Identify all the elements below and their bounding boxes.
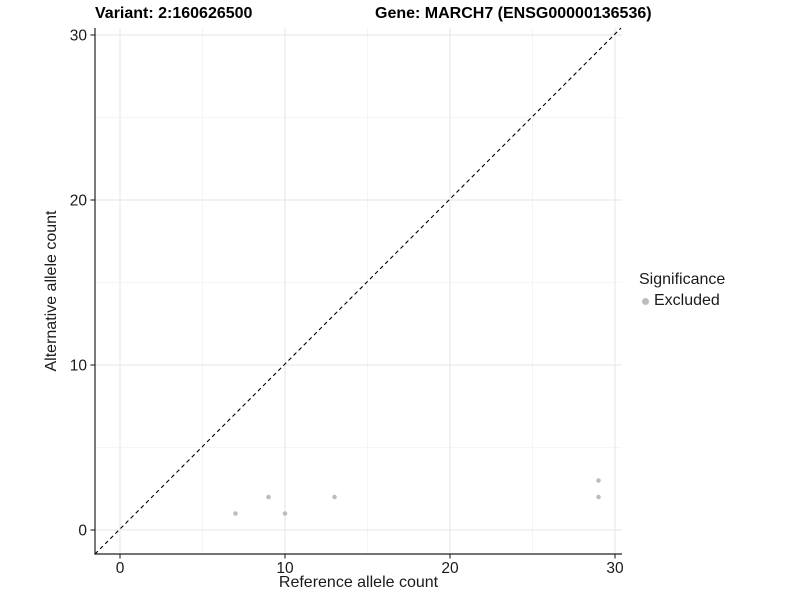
y-axis-title: Alternative allele count: [43, 210, 60, 372]
legend: Significance Excluded: [639, 271, 725, 310]
y-tick-label: 20: [70, 193, 88, 210]
data-point-7-1: [233, 511, 238, 516]
legend-item-excluded: Excluded: [639, 292, 725, 310]
y-tick-label: 0: [78, 523, 87, 540]
legend-title: Significance: [639, 271, 726, 288]
data-point-10-1: [282, 511, 288, 516]
x-tick-label: 30: [606, 560, 624, 577]
legend-item-label: Excluded: [654, 292, 720, 309]
plot-title-gene: Gene: MARCH7 (ENSG00000136536): [375, 5, 652, 22]
data-point-13-2: [332, 494, 337, 500]
x-tick-label: 20: [441, 560, 459, 577]
plot-title-variant: Variant: 2:160626500: [95, 5, 253, 22]
y-tick-label: 30: [70, 28, 88, 45]
x-axis-title: Reference allele count: [278, 574, 439, 591]
data-point-9-2: [266, 494, 271, 500]
identity-line: [94, 27, 622, 555]
excluded-marker-icon: [642, 297, 649, 305]
data-point-29-3: [596, 478, 601, 483]
x-tick-label: 0: [116, 560, 125, 577]
x-tick-label: 10: [276, 560, 294, 577]
y-tick-label: 10: [70, 358, 88, 375]
data-point-29-2: [596, 494, 601, 500]
